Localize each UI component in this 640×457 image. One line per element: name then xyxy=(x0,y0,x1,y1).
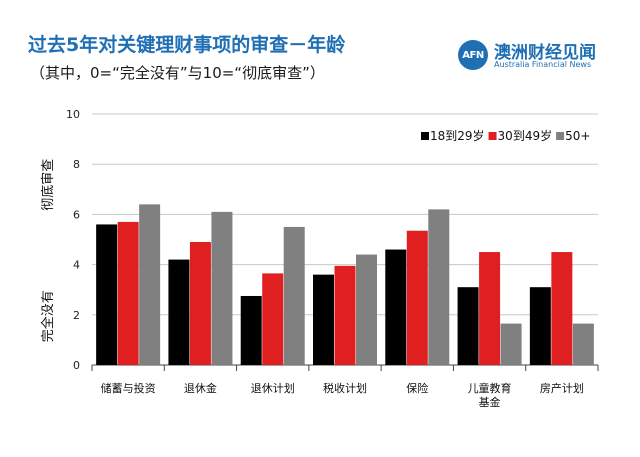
legend-label: 30到49岁 xyxy=(498,128,553,143)
bar xyxy=(96,224,118,365)
bar xyxy=(551,252,573,365)
bar xyxy=(139,204,161,365)
y-axis-label-top: 彻底审查 xyxy=(40,159,56,211)
x-tick-label: 退休计划 xyxy=(251,382,295,395)
y-tick-label: 0 xyxy=(73,359,80,372)
x-tick-label: 保险 xyxy=(406,381,428,395)
logo-name-cn: 澳洲财经见闻 xyxy=(494,43,596,63)
y-axis-label-bottom: 完全没有 xyxy=(40,290,56,342)
chart-title: 过去5年对关键理财事项的审查－年龄 xyxy=(28,34,346,56)
legend-swatch xyxy=(421,132,429,140)
y-tick-label: 8 xyxy=(73,158,80,171)
bar xyxy=(283,226,305,365)
x-tick-label: 房产计划 xyxy=(540,381,584,395)
bar xyxy=(428,209,450,365)
bar xyxy=(168,259,190,365)
legend-label: 18到29岁 xyxy=(430,128,485,143)
bar xyxy=(572,323,594,365)
bar xyxy=(529,287,551,365)
legend-label: 50+ xyxy=(565,129,590,143)
bar xyxy=(313,274,334,365)
x-tick-label: 儿童教育 xyxy=(468,381,512,395)
bar xyxy=(334,265,356,365)
bar xyxy=(262,273,284,365)
x-tick-label: 储蓄与投资 xyxy=(101,381,156,395)
bar xyxy=(356,254,377,365)
bar xyxy=(117,221,139,365)
logo-name-en: Australia Financial News xyxy=(494,60,592,69)
y-tick-label: 6 xyxy=(73,208,80,221)
x-tick-label: 基金 xyxy=(479,395,501,409)
y-tick-label: 2 xyxy=(73,309,80,322)
bar xyxy=(479,252,501,365)
bar xyxy=(240,295,262,365)
legend-swatch xyxy=(556,132,565,140)
y-tick-label: 4 xyxy=(73,259,80,272)
bar xyxy=(457,287,479,365)
logo-mark: AFN xyxy=(458,40,488,70)
bar xyxy=(385,249,407,365)
bar xyxy=(189,242,211,365)
bar xyxy=(406,230,428,365)
legend-swatch xyxy=(488,132,497,140)
bar xyxy=(500,323,522,365)
chart-subtitle: （其中，0=“完全没有”与10=“彻底审查”） xyxy=(30,64,325,82)
x-tick-label: 退休金 xyxy=(184,381,217,395)
x-tick-label: 税收计划 xyxy=(323,381,367,395)
bar xyxy=(211,211,233,365)
y-tick-label: 10 xyxy=(66,108,80,121)
